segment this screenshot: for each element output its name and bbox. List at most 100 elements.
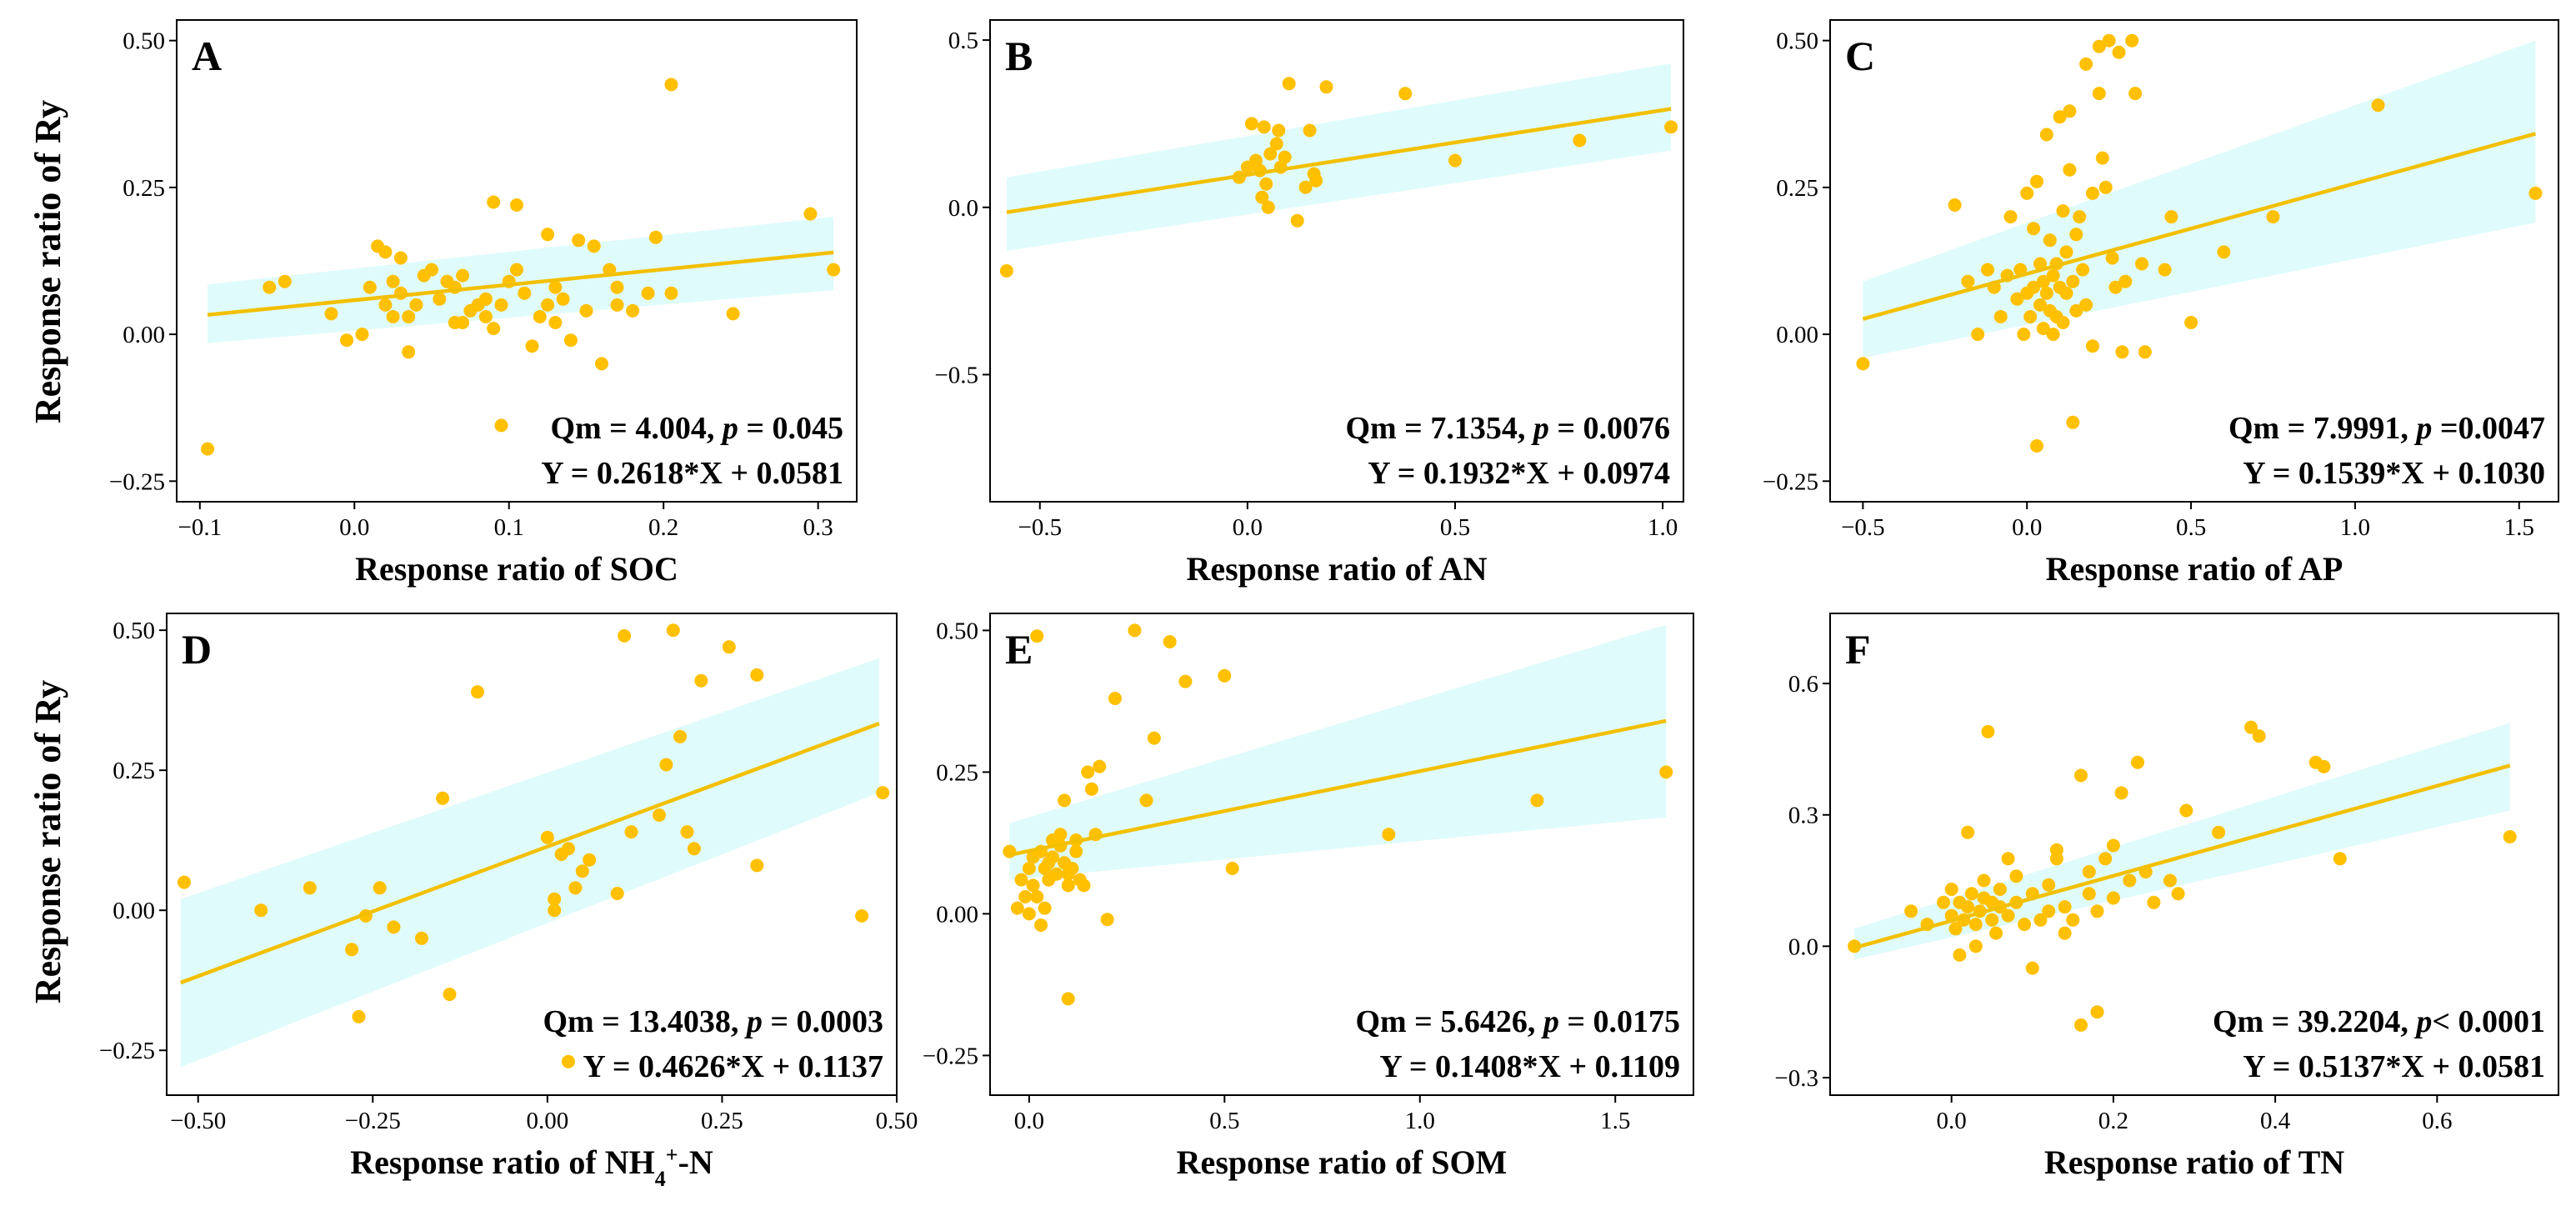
data-point	[2217, 245, 2231, 259]
x-tick-label: 0.5	[2176, 514, 2206, 541]
data-point	[433, 292, 447, 306]
text-part: Response ratio of NH	[350, 1143, 655, 1181]
data-point	[518, 286, 532, 300]
data-point	[2039, 128, 2053, 142]
data-point	[694, 673, 708, 688]
data-point	[2033, 257, 2047, 271]
y-tick-label: 0.25	[123, 175, 165, 202]
data-point	[2112, 45, 2126, 59]
data-point	[2020, 186, 2034, 200]
data-point	[587, 239, 601, 253]
data-point	[2164, 210, 2178, 224]
data-point	[345, 943, 359, 957]
data-point	[2066, 913, 2080, 927]
y-tick-label: 0.00	[936, 901, 978, 928]
data-point	[1989, 926, 2003, 940]
text-part: Response ratio of AP	[2046, 550, 2343, 588]
regression-line	[1853, 763, 2511, 950]
data-point	[653, 808, 666, 822]
data-point	[1968, 939, 1983, 953]
data-point	[2317, 759, 2331, 773]
x-tick-label: 0.0	[2012, 514, 2042, 541]
text-part: =0.0047	[2432, 411, 2545, 446]
stat-qm-p: Qm = 13.4038, p = 0.0003	[543, 1004, 883, 1039]
data-point	[556, 292, 570, 306]
data-point	[2125, 33, 2139, 48]
data-point	[2025, 961, 2039, 975]
data-point	[1961, 900, 1975, 914]
data-point	[278, 274, 292, 288]
data-point	[1269, 137, 1283, 151]
panel-e: 0.0 0.5 1.0 1.5 −0.25 0.00 0.25 0.50 E Response r…	[923, 613, 1694, 1181]
data-point	[487, 195, 501, 209]
data-point	[409, 298, 423, 312]
data-point	[1139, 793, 1153, 808]
data-point	[999, 264, 1013, 278]
regression-line	[207, 250, 834, 317]
data-point	[387, 920, 401, 934]
data-point	[1163, 635, 1177, 648]
plot-frame	[1829, 613, 2559, 1096]
text-part: Response ratio of SOM	[1177, 1143, 1508, 1181]
data-point	[1259, 177, 1273, 191]
data-point	[1961, 274, 1975, 288]
text-part: Qm = 7.1354,	[1345, 411, 1533, 446]
data-point	[1010, 901, 1024, 915]
data-point	[1225, 862, 1239, 875]
data-point	[178, 875, 191, 889]
y-tick-label: 0.25	[113, 758, 155, 784]
y-tick-label: 0.0	[948, 195, 978, 222]
data-point	[1038, 901, 1052, 915]
data-point	[2003, 210, 2018, 224]
data-point	[1003, 844, 1017, 858]
y-tick-label: 0.6	[1788, 671, 1818, 698]
data-point	[1022, 862, 1036, 875]
data-point	[1026, 878, 1040, 893]
y-tick-label: 0.0	[1788, 933, 1818, 960]
data-point	[2158, 263, 2172, 277]
data-point	[2114, 786, 2128, 800]
data-point	[2010, 292, 2024, 306]
data-point	[402, 310, 416, 323]
y-tick-label: 0.50	[113, 618, 155, 644]
x-tick-label: 1.5	[2504, 514, 2534, 541]
data-point	[533, 310, 547, 323]
data-point	[722, 640, 736, 654]
data-point	[303, 881, 317, 895]
stat-equation: Y = 0.1932*X + 0.0974	[1368, 456, 1670, 491]
x-tick-label: 0.2	[2098, 1108, 2128, 1134]
x-tick-label: −0.5	[1018, 514, 1062, 541]
y-tick-label: 0.50	[936, 618, 978, 644]
data-point	[2098, 180, 2113, 194]
text-part: p	[1541, 1004, 1559, 1039]
text-part: p	[1531, 411, 1549, 446]
data-point	[263, 280, 277, 294]
data-point	[1030, 890, 1044, 903]
x-tick-label: 0.00	[526, 1108, 568, 1134]
data-point	[254, 903, 268, 918]
panel-d: −0.50 −0.25 0.00 0.25 0.50 −0.25 0.00 0.25 0.50 D…	[99, 613, 918, 1191]
data-point	[2036, 274, 2050, 288]
data-point	[626, 303, 640, 318]
data-point	[2036, 322, 2050, 336]
panel-letter: D	[182, 626, 212, 673]
data-point	[1069, 844, 1083, 858]
data-point	[456, 268, 470, 283]
data-point	[1659, 765, 1673, 779]
data-point	[324, 307, 338, 321]
data-point	[579, 303, 593, 318]
data-point	[548, 316, 563, 329]
stat-qm-p: Qm = 4.004, p = 0.045	[550, 411, 843, 446]
data-point	[1664, 120, 1678, 134]
data-point	[568, 881, 583, 895]
data-point	[2086, 186, 2099, 200]
data-point	[2069, 303, 2083, 318]
stat-qm-p: Qm = 39.2204, p< 0.0001	[2213, 1004, 2545, 1039]
data-point	[1244, 117, 1258, 131]
data-point	[855, 908, 869, 923]
x-tick-label: 0.0	[1233, 514, 1263, 541]
data-point	[2079, 57, 2093, 71]
data-point	[2095, 151, 2109, 165]
